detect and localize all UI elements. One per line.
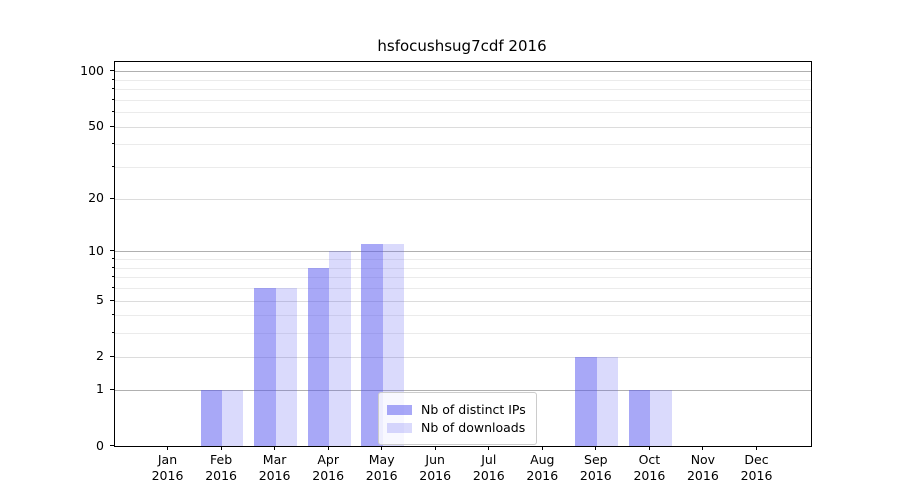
x-tick-label-jun-2016: Jun 2016 xyxy=(419,452,452,483)
y-tick-label-100: 100 xyxy=(80,62,104,78)
x-tick-aug-2016 xyxy=(541,446,543,450)
y-minortick-70 xyxy=(111,98,114,100)
gridline-y-9 xyxy=(115,259,811,260)
y-minortick-4 xyxy=(111,314,114,316)
gridline-y-70 xyxy=(115,99,811,101)
y-minortick-3 xyxy=(111,332,114,334)
y-tick-10 xyxy=(110,250,114,252)
bar-nb-of-distinct-ips-oct-2016 xyxy=(629,389,651,446)
y-minortick-40 xyxy=(111,143,114,145)
y-tick-0 xyxy=(110,445,114,446)
x-tick-dec-2016 xyxy=(756,446,757,450)
y-tick-5 xyxy=(110,299,114,301)
y-minortick-60 xyxy=(111,111,114,113)
gridline-y-2 xyxy=(115,356,811,358)
gridline-y-50 xyxy=(115,126,811,128)
x-tick-feb-2016 xyxy=(220,446,222,450)
x-tick-label-sep-2016: Sep 2016 xyxy=(579,452,612,483)
x-tick-apr-2016 xyxy=(327,446,329,450)
x-tick-label-nov-2016: Nov 2016 xyxy=(686,452,719,483)
gridline-y-7 xyxy=(115,277,811,279)
bar-nb-of-distinct-ips-may-2016 xyxy=(361,244,383,446)
y-minortick-9 xyxy=(111,258,114,259)
gridline-y-3 xyxy=(115,333,811,335)
legend-label-distinct-ips: Nb of distinct IPs xyxy=(421,402,526,417)
gridline-y-20 xyxy=(115,198,811,200)
x-tick-label-feb-2016: Feb 2016 xyxy=(205,452,237,483)
y-tick-label-50: 50 xyxy=(88,118,104,134)
x-tick-label-aug-2016: Aug 2016 xyxy=(526,452,559,483)
legend-item-distinct-ips: Nb of distinct IPs xyxy=(387,402,526,417)
x-tick-jun-2016 xyxy=(434,446,436,450)
x-tick-oct-2016 xyxy=(648,446,650,450)
gridline-y-40 xyxy=(115,144,811,146)
gridline-y-4 xyxy=(115,315,811,317)
y-minortick-7 xyxy=(111,276,114,278)
y-tick-label-5: 5 xyxy=(96,292,104,307)
gridline-y-8 xyxy=(115,267,811,269)
bar-nb-of-distinct-ips-sep-2016 xyxy=(575,356,597,446)
y-tick-100 xyxy=(110,70,114,72)
legend-item-downloads: Nb of downloads xyxy=(387,420,526,435)
x-tick-mar-2016 xyxy=(274,446,276,450)
legend-swatch-distinct-ips xyxy=(387,404,412,415)
bar-nb-of-downloads-apr-2016 xyxy=(329,251,351,446)
x-tick-label-mar-2016: Mar 2016 xyxy=(258,452,291,483)
y-tick-label-2: 2 xyxy=(96,348,104,364)
legend-label-downloads: Nb of downloads xyxy=(421,420,526,435)
bar-nb-of-distinct-ips-feb-2016 xyxy=(200,389,223,446)
y-tick-1 xyxy=(110,388,114,390)
y-minortick-30 xyxy=(111,166,114,168)
x-tick-sep-2016 xyxy=(595,446,597,450)
bar-nb-of-distinct-ips-apr-2016 xyxy=(307,267,330,446)
gridline-y-90 xyxy=(115,79,811,81)
plot-area: Nb of distinct IPs Nb of downloads xyxy=(114,61,812,447)
x-tick-label-dec-2016: Dec 2016 xyxy=(740,452,773,483)
bar-nb-of-downloads-mar-2016 xyxy=(275,287,297,446)
legend: Nb of distinct IPs Nb of downloads xyxy=(378,392,537,445)
gridline-y-10 xyxy=(115,251,811,253)
gridline-y-60 xyxy=(115,112,811,114)
chart-title: hsfocushsug7cdf 2016 xyxy=(377,37,547,55)
y-tick-2 xyxy=(110,355,114,357)
bar-nb-of-distinct-ips-mar-2016 xyxy=(254,287,276,446)
y-tick-label-20: 20 xyxy=(88,190,104,206)
y-tick-50 xyxy=(110,125,114,127)
x-tick-label-may-2016: May 2016 xyxy=(365,452,398,483)
y-minortick-6 xyxy=(111,286,114,288)
gridline-y-5 xyxy=(115,300,811,302)
y-minortick-90 xyxy=(111,78,114,80)
y-tick-label-1: 1 xyxy=(96,381,104,397)
bar-nb-of-downloads-oct-2016 xyxy=(650,389,672,446)
bar-nb-of-downloads-feb-2016 xyxy=(222,389,244,446)
legend-swatch-downloads xyxy=(387,422,412,433)
gridline-y-30 xyxy=(115,167,811,169)
y-tick-label-10: 10 xyxy=(88,242,104,258)
y-minortick-8 xyxy=(111,266,114,268)
y-tick-label-0: 0 xyxy=(96,437,104,453)
x-tick-label-jul-2016: Jul 2016 xyxy=(472,452,505,483)
y-tick-20 xyxy=(110,197,114,199)
x-tick-may-2016 xyxy=(381,446,383,450)
x-tick-label-oct-2016: Oct 2016 xyxy=(633,452,666,483)
y-minortick-80 xyxy=(111,88,114,89)
x-tick-label-jan-2016: Jan 2016 xyxy=(151,452,184,483)
gridline-y-100 xyxy=(115,71,811,73)
gridline-y-6 xyxy=(115,287,811,289)
gridline-y-1 xyxy=(115,389,811,391)
x-tick-nov-2016 xyxy=(702,446,704,450)
gridline-y-80 xyxy=(115,89,811,90)
bar-nb-of-downloads-sep-2016 xyxy=(596,356,619,446)
x-tick-jan-2016 xyxy=(167,446,168,450)
x-tick-jul-2016 xyxy=(488,446,490,450)
x-tick-label-apr-2016: Apr 2016 xyxy=(312,452,345,483)
